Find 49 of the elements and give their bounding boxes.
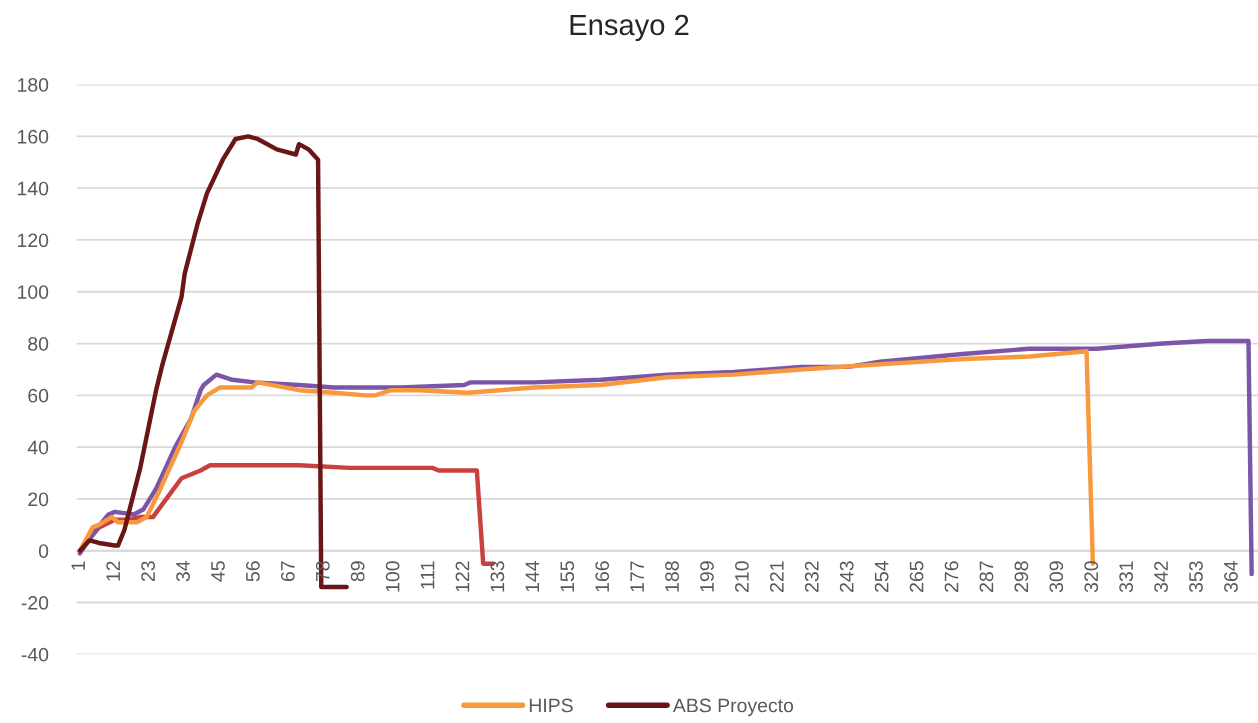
x-tick-label: 342 [1154, 561, 1168, 593]
x-tick-label: 166 [595, 561, 610, 592]
x-tick-label: 364 [1224, 561, 1238, 593]
x-tick-label: 111 [420, 561, 435, 589]
y-tick-label: 120 [18, 233, 49, 248]
x-tick-label: 23 [141, 561, 155, 582]
y-tick-label: 40 [27, 440, 49, 455]
y-tick-label: 0 [38, 544, 49, 558]
x-tick-label: 232 [804, 561, 819, 592]
x-tick-label: 45 [211, 561, 225, 582]
y-tick-label: 160 [18, 129, 49, 144]
x-tick-label: 265 [909, 561, 924, 592]
x-tick-label: 56 [246, 561, 260, 582]
y-tick-label: -40 [21, 647, 49, 662]
x-tick-label: 199 [700, 561, 714, 592]
x-tick-label: 309 [1049, 561, 1064, 593]
x-tick-label: 1 [71, 561, 85, 570]
y-tick-label: 80 [28, 337, 49, 351]
y-tick-label: 60 [28, 388, 49, 403]
x-tick-label: 155 [560, 561, 575, 592]
x-tick-label: 67 [280, 561, 295, 582]
x-tick-label: 133 [490, 561, 505, 592]
y-tick-label: -20 [21, 595, 49, 610]
y-tick-label: 100 [18, 285, 49, 299]
x-tick-label: 320 [1084, 561, 1099, 593]
x-tick-label: 210 [735, 561, 749, 592]
y-tick-label: 180 [18, 78, 49, 92]
x-tick-label: 353 [1189, 561, 1203, 593]
y-tick-label: 140 [18, 181, 49, 196]
x-tick-label: 276 [944, 561, 959, 592]
x-tick-label: 12 [106, 561, 120, 581]
x-tick-label: 298 [1014, 561, 1029, 592]
legend-label: ABS Proyecto [672, 698, 794, 717]
legend-label: HIPS [529, 698, 573, 713]
x-tick-label: 89 [350, 561, 365, 582]
x-tick-label: 144 [525, 561, 540, 592]
x-tick-label: 122 [455, 561, 470, 592]
x-tick-label: 287 [979, 561, 994, 592]
x-tick-label: 177 [630, 561, 644, 592]
x-tick-label: 34 [176, 561, 190, 582]
x-tick-label: 254 [874, 561, 889, 592]
y-tick-label: 20 [28, 492, 49, 507]
x-tick-label: 100 [385, 561, 400, 592]
x-tick-label: 78 [315, 561, 330, 582]
x-tick-label: 243 [839, 561, 854, 592]
chart-title: Ensayo 2 [570, 14, 689, 42]
x-tick-label: 221 [769, 561, 784, 592]
x-tick-label: 188 [665, 561, 679, 592]
x-tick-label: 331 [1119, 561, 1134, 593]
